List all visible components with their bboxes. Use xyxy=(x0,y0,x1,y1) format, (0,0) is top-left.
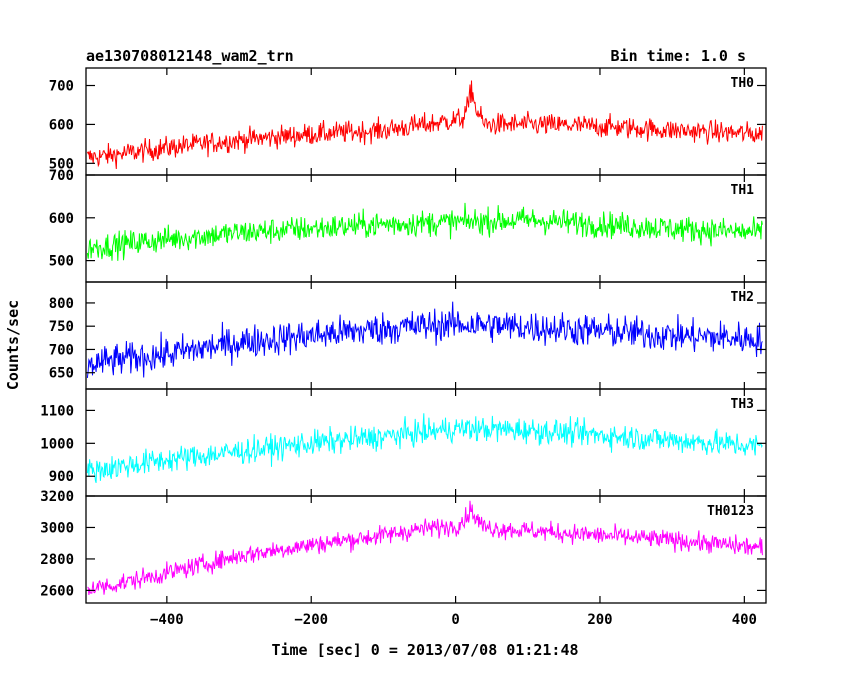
chart-title: ae130708012148_wam2_trn xyxy=(86,47,294,65)
series-line-th2 xyxy=(86,301,763,378)
panel-label-th3: TH3 xyxy=(731,397,754,412)
y-tick-label: 750 xyxy=(49,319,74,335)
y-tick-label: 700 xyxy=(49,168,74,184)
bin-time-label: Bin time: 1.0 s xyxy=(611,47,746,65)
x-tick-label: 400 xyxy=(732,612,757,628)
y-tick-label: 700 xyxy=(49,79,74,95)
series-line-th0123 xyxy=(87,500,763,596)
x-tick-label: −200 xyxy=(294,612,328,628)
y-tick-label: 1100 xyxy=(40,403,74,419)
panel-label-th0123: TH0123 xyxy=(707,504,754,519)
y-tick-label: 500 xyxy=(49,156,74,172)
y-tick-label: 900 xyxy=(49,469,74,485)
series-line-th0 xyxy=(86,80,763,170)
y-tick-label: 650 xyxy=(49,366,74,382)
x-tick-label: 0 xyxy=(451,612,459,628)
y-tick-label: 600 xyxy=(49,211,74,227)
y-tick-label: 1000 xyxy=(40,436,74,452)
panel-label-th0: TH0 xyxy=(731,76,755,91)
panel-frame-th0 xyxy=(85,67,767,176)
x-tick-label: 200 xyxy=(587,612,612,628)
y-tick-label: 700 xyxy=(49,342,74,358)
y-tick-label: 3000 xyxy=(40,520,74,536)
series-line-th1 xyxy=(86,202,763,261)
series-line-th3 xyxy=(86,413,763,484)
y-tick-label: 3200 xyxy=(40,489,74,505)
x-tick-label: −400 xyxy=(150,612,184,628)
y-axis-label: Counts/sec xyxy=(4,300,22,390)
panel-frame-th0123 xyxy=(85,495,767,604)
y-tick-label: 600 xyxy=(49,117,74,133)
panel-frame-th1 xyxy=(85,174,767,283)
panel-label-th2: TH2 xyxy=(731,290,754,305)
panel-label-th1: TH1 xyxy=(731,183,755,198)
y-tick-label: 500 xyxy=(49,254,74,270)
chart-panels: 500 600 700 TH0 500 600 700 TH1 650 700 750 800 TH2 9… xyxy=(40,67,767,628)
x-axis-label: Time [sec] 0 = 2013/07/08 01:21:48 xyxy=(271,641,578,659)
y-tick-label: 800 xyxy=(49,296,74,312)
y-tick-label: 2600 xyxy=(40,583,74,599)
y-tick-label: 2800 xyxy=(40,552,74,568)
